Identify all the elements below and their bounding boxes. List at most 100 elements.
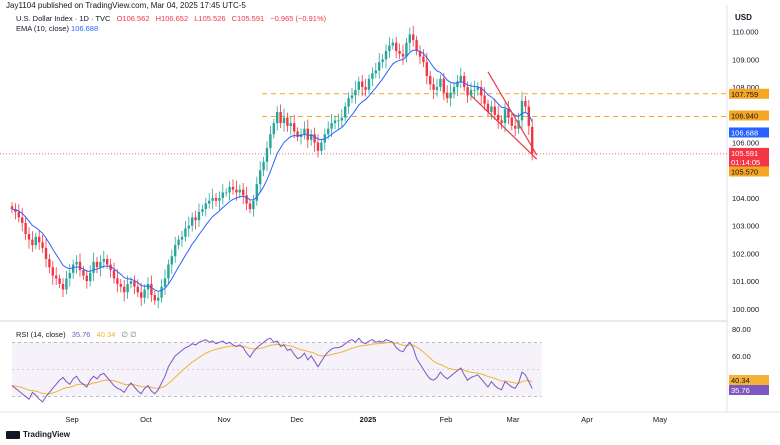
candle-body [408, 34, 411, 43]
candle-body [208, 200, 211, 204]
candle-body [531, 126, 534, 154]
candle-body [123, 286, 126, 293]
ema-legend: EMA (10, close) 106.688 [16, 24, 98, 33]
candle-body [262, 161, 265, 171]
ohlc-high: H106.652 [155, 14, 189, 23]
candle-body [68, 272, 71, 279]
candle-body [313, 134, 316, 143]
candle-body [129, 281, 133, 284]
brand-name: TradingView [23, 430, 70, 439]
candle-body [119, 283, 122, 287]
rsi-ma-tag: 40.34 [731, 376, 750, 385]
rsi-settings-icons[interactable]: ∅ ∅ [121, 330, 137, 339]
wedge-lower-line [470, 94, 538, 160]
ema-tag: 106.688 [731, 128, 758, 137]
candle-body [480, 87, 483, 96]
rsi-ma-value: 40.34 [96, 330, 116, 339]
candle-body [221, 192, 224, 198]
candle-body [41, 242, 44, 248]
candle-body [398, 51, 401, 54]
ohlc-close: C105.591 [231, 14, 265, 23]
candle-body [44, 247, 48, 259]
ema-tag-bg [729, 127, 769, 138]
candle-body [486, 103, 490, 113]
candle-body [293, 123, 296, 132]
candle-body [231, 186, 235, 190]
wedge-upper-line [487, 71, 538, 156]
x-tick-label: 2025 [360, 415, 377, 424]
level-tag: 106.940 [731, 111, 758, 120]
x-tick-label: Feb [440, 415, 453, 424]
rsi-value: 35.76 [71, 330, 91, 339]
candle-body [17, 211, 20, 218]
candle-body [415, 39, 418, 52]
ema-line [11, 49, 533, 292]
candle-body [85, 275, 88, 282]
candle-body [235, 189, 238, 193]
candle-body [160, 286, 163, 298]
ema-label: EMA (10, close) [16, 24, 69, 33]
candle-body [422, 56, 425, 63]
candle-body [78, 261, 82, 271]
candle-body [157, 297, 160, 301]
rsi-tag-bg [729, 385, 769, 395]
candle-body [357, 81, 360, 90]
symbol-name: U.S. Dollar Index · 1D · TVC [16, 14, 111, 23]
x-tick-label: Nov [217, 415, 231, 424]
ema-value: 106.688 [71, 24, 99, 33]
candle-body [31, 239, 34, 246]
candle-body [276, 112, 279, 124]
candle-body [449, 92, 452, 99]
candle-body [65, 278, 68, 290]
candle-body [327, 128, 330, 135]
candle-body [245, 195, 248, 204]
candle-body [51, 267, 54, 276]
candle-body [211, 198, 214, 201]
candle-body [24, 222, 27, 235]
candle-body [126, 283, 129, 293]
candle-body [133, 281, 136, 287]
candle-body [507, 109, 510, 118]
candle-body [395, 42, 398, 52]
candle-body [150, 283, 153, 296]
candle-body [344, 106, 347, 118]
candle-body [439, 78, 442, 88]
candle-body [109, 264, 112, 271]
candle-body [286, 117, 289, 126]
candle-body [272, 123, 275, 135]
candle-body [289, 123, 292, 126]
x-tick-label: Mar [507, 415, 520, 424]
candle-body [106, 259, 109, 265]
candle-body [367, 78, 371, 90]
candle-body [204, 203, 207, 210]
candle-body [310, 134, 313, 140]
candle-body [374, 70, 377, 74]
candle-body [174, 245, 177, 257]
candle-body [214, 198, 218, 201]
candle-body [527, 106, 530, 126]
x-tick-label: Dec [290, 415, 304, 424]
y-tick-label: 103.000 [732, 222, 759, 231]
rsi-ma-line [11, 341, 533, 395]
candle-body [116, 278, 119, 284]
candle-body [282, 117, 286, 124]
candle-body [388, 45, 391, 52]
candle-body [27, 234, 31, 240]
candle-body [259, 170, 262, 185]
candle-body [384, 51, 388, 60]
candle-body [361, 81, 364, 88]
candle-body [476, 87, 479, 90]
candle-body [72, 264, 75, 273]
last-price-tag: 105.591 [731, 149, 758, 158]
candle-body [303, 128, 306, 135]
candle-body [255, 184, 258, 201]
ohlc-change: −0.965 (−0.91%) [270, 14, 327, 23]
candle-body [75, 261, 78, 265]
candle-body [146, 283, 150, 290]
x-tick-label: May [653, 415, 667, 424]
level-tag-bg [729, 88, 769, 99]
candle-body [490, 106, 493, 113]
candle-body [55, 275, 58, 279]
candle-body [459, 76, 462, 82]
